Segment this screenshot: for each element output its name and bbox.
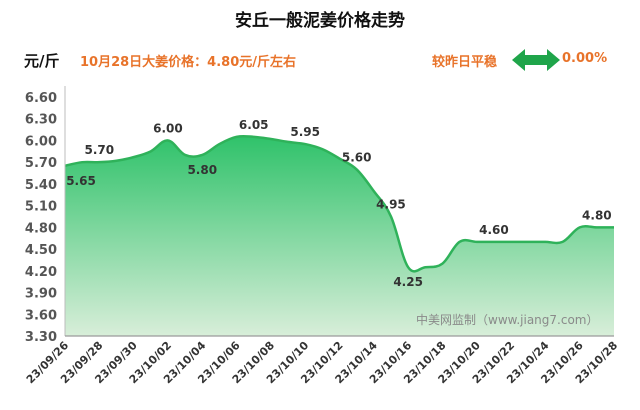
data-label: 5.80 (187, 163, 217, 177)
y-tick-label: 3.90 (25, 287, 57, 302)
watermark: 中美网监制（www.jiang7.com） (416, 312, 598, 327)
data-label: 5.95 (290, 125, 320, 139)
data-label: 4.80 (582, 208, 612, 222)
data-label: 4.25 (393, 275, 423, 289)
series-line (64, 134, 614, 273)
area-fill (65, 136, 614, 336)
y-tick-label: 3.60 (25, 308, 57, 323)
unit-label: 元/斤 (24, 52, 60, 70)
data-label: 5.70 (85, 143, 115, 157)
data-label: 4.60 (479, 223, 509, 237)
y-tick-label: 5.40 (25, 178, 57, 193)
price-note: 10月28日大姜价格：4.80元/斤左右 (80, 55, 297, 70)
data-label: 6.00 (153, 121, 183, 135)
y-tick-label: 5.70 (25, 156, 57, 171)
y-tick-label: 6.00 (25, 134, 57, 149)
y-tick-label: 4.50 (25, 243, 57, 258)
data-label: 6.05 (239, 118, 269, 132)
data-label: 5.65 (66, 174, 96, 188)
y-tick-label: 6.30 (25, 113, 57, 128)
y-tick-label: 5.10 (25, 200, 57, 215)
compare-text: 较昨日平稳 (432, 55, 498, 70)
data-label: 5.60 (342, 150, 372, 164)
data-label: 4.95 (376, 198, 406, 212)
y-tick-label: 4.80 (25, 221, 57, 236)
compare-value: 0.00% (562, 51, 608, 66)
y-tick-label: 4.20 (25, 265, 57, 280)
chart-title: 安丘一般泥姜价格走势 (235, 11, 405, 31)
y-tick-label: 6.60 (25, 91, 57, 106)
double-arrow-icon (512, 49, 560, 71)
y-tick-label: 3.30 (25, 330, 57, 345)
